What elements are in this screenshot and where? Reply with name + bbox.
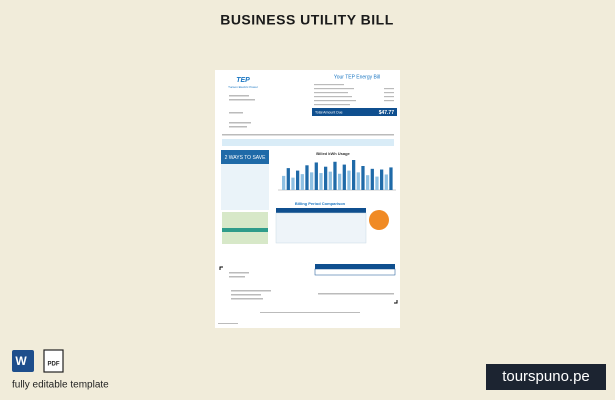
promo-box [221,150,269,164]
usage-bar [305,165,309,190]
usage-bar [328,171,332,190]
usage-bar [319,173,323,190]
usage-bar [356,172,360,190]
total-label: Total Amount Due [315,110,343,114]
pdf-icon-label: PDF [48,362,60,368]
crop-marks [219,266,398,304]
logo: TEP [236,77,250,84]
usage-bar [324,166,328,190]
usage-bar [352,160,356,190]
comparison-table [275,212,367,244]
stub-header [315,264,395,269]
stub-row [314,268,396,276]
usage-bar [389,167,393,190]
usage-bar [291,177,295,190]
promo-title: 2 WAYS TO SAVE [225,155,267,161]
usage-bar [384,174,388,190]
usage-bar [370,168,374,190]
bill-heading: Your TEP Energy Bill [334,74,380,80]
badge [369,210,389,230]
usage-bar [375,176,379,190]
page-title: BUSINESS UTILITY BILL [220,12,394,28]
usage-bar [314,162,318,190]
usage-bar [380,169,384,190]
promo-highlight [222,228,268,232]
usage-bar [286,168,290,190]
caption: fully editable template [12,380,109,391]
pdf-icon [43,349,64,373]
usage-bar [361,166,365,190]
notice-band [222,139,394,146]
company: Tucson Electric Power [228,85,258,89]
comparison-title: Billing Period Comparison [295,201,346,206]
usage-bar [342,164,346,190]
usage-bar [333,161,337,190]
text-lines [218,84,394,324]
total-amount: $47.77 [379,110,395,116]
usage-bar [296,170,300,190]
usage-bar [310,172,314,190]
usage-bar [338,173,342,190]
comparison-header [276,208,366,213]
usage-bars [282,160,393,190]
usage-bar [300,174,304,190]
bill-document: TEP Tucson Electric Power Your TEP Energ… [215,70,400,328]
word-icon-label: W [15,354,27,368]
brand-box [486,364,606,390]
total-bar [312,108,397,116]
brand: tourspuno.pe [502,368,590,385]
usage-bar [347,170,351,190]
word-icon [12,350,34,372]
usage-bar [366,175,370,190]
chart-title: Billed kWh Usage [316,151,350,156]
promo-body [221,164,269,210]
usage-bar [282,175,286,190]
